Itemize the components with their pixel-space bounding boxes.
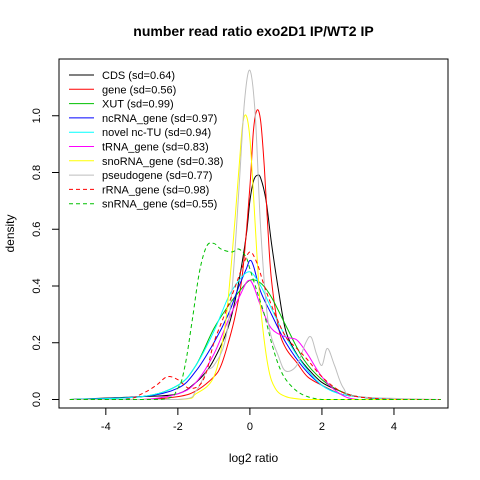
series-layer [69, 69, 441, 400]
legend-label: pseudogene (sd=0.77) [102, 170, 212, 182]
series-line-7 [69, 114, 441, 400]
x-tick-label: 2 [319, 421, 325, 433]
legend-label: rRNA_gene (sd=0.98) [102, 184, 209, 196]
y-tick-label: 0.0 [31, 392, 43, 407]
legend: CDS (sd=0.64) gene (sd=0.56) XUT (sd=0.99)… [69, 70, 223, 211]
y-tick-label: 1.0 [31, 108, 43, 123]
y-axis-label: density [3, 214, 17, 252]
legend-label: tRNA_gene (sd=0.83) [102, 142, 209, 154]
legend-label: gene (sd=0.56) [102, 84, 176, 96]
y-tick-label: 0.2 [31, 335, 43, 350]
series-line-6 [69, 279, 441, 400]
y-tick-label: 0.8 [31, 165, 43, 180]
series-line-5 [69, 271, 441, 400]
legend-label: CDS (sd=0.64) [102, 70, 175, 82]
series-line-4 [69, 259, 441, 400]
x-axis: -4 -2 0 2 4 [101, 407, 397, 433]
legend-label: XUT (sd=0.99) [102, 99, 174, 111]
legend-label: snRNA_gene (sd=0.55) [102, 199, 217, 211]
x-tick-label: -2 [173, 421, 183, 433]
series-line-10 [69, 242, 441, 400]
plot-frame [58, 58, 449, 409]
series-line-9 [69, 251, 441, 400]
y-tick-label: 0.6 [31, 222, 43, 237]
series-line-8 [69, 69, 441, 400]
y-axis: 0.0 0.2 0.4 0.6 0.8 1.0 [31, 108, 60, 407]
x-axis-label: log2 ratio [229, 451, 279, 465]
y-tick-label: 0.4 [31, 278, 43, 293]
x-tick-label: 4 [391, 421, 397, 433]
x-tick-label: 0 [247, 421, 253, 433]
legend-label: ncRNA_gene (sd=0.97) [102, 113, 217, 125]
series-line-3 [69, 279, 441, 400]
chart-title: number read ratio exo2D1 IP/WT2 IP [133, 23, 373, 39]
legend-label: snoRNA_gene (sd=0.38) [102, 156, 223, 168]
x-tick-label: -4 [101, 421, 111, 433]
legend-label: novel nc-TU (sd=0.94) [102, 127, 211, 139]
